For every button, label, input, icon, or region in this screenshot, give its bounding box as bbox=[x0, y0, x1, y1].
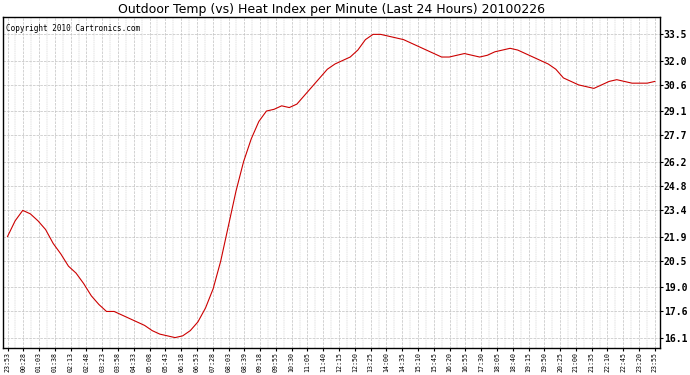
Title: Outdoor Temp (vs) Heat Index per Minute (Last 24 Hours) 20100226: Outdoor Temp (vs) Heat Index per Minute … bbox=[118, 3, 544, 16]
Text: Copyright 2010 Cartronics.com: Copyright 2010 Cartronics.com bbox=[6, 24, 140, 33]
